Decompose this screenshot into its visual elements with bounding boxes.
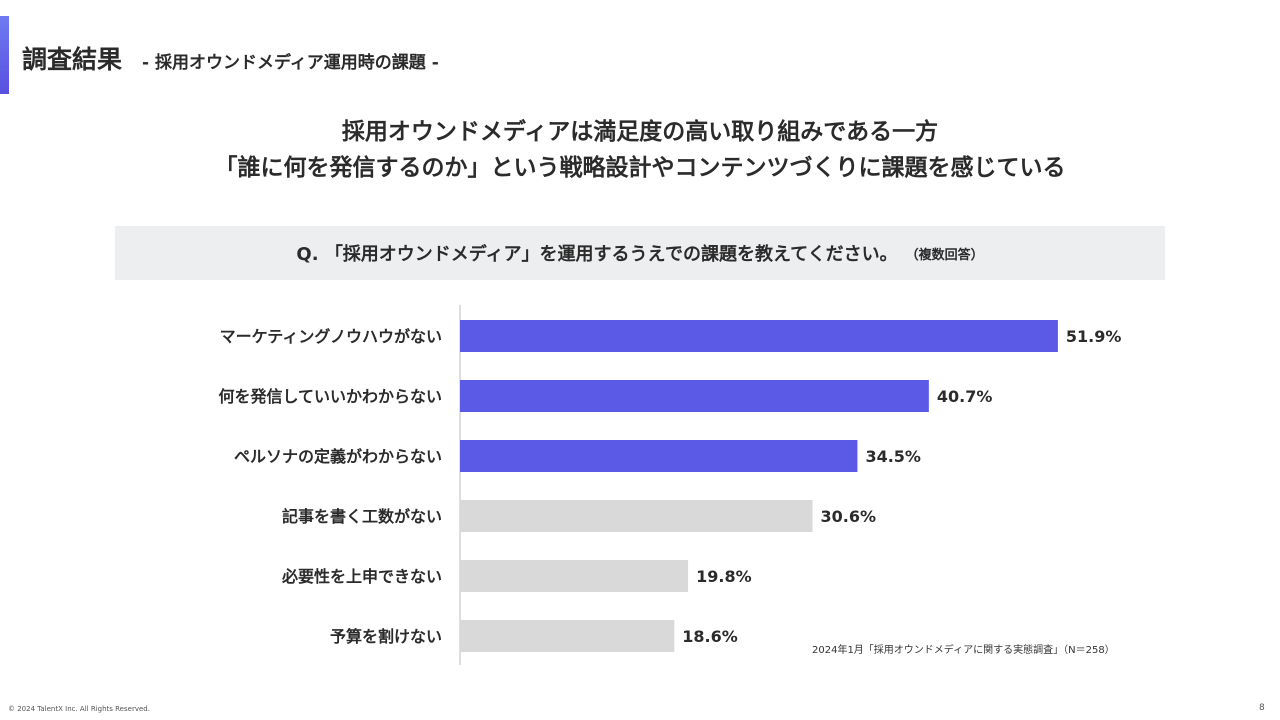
data-label: 51.9% <box>1066 327 1122 346</box>
headline-line-2: 「誰に何を発信するのか」という戦略設計やコンテンツづくりに課題を感じている <box>214 155 1066 181</box>
bar <box>460 320 1058 352</box>
slide-title: 調査結果 <box>22 45 123 74</box>
data-label: 19.8% <box>696 567 752 586</box>
question-text: Q. 「採用オウンドメディア」を運用するうえでの課題を教えてください。 <box>296 244 898 265</box>
category-label: ペルソナの定義がわからない <box>234 447 442 466</box>
data-label: 18.6% <box>682 627 738 646</box>
source-note: 2024年1月「採用オウンドメディアに関する実態調査」（N＝258） <box>812 645 1115 656</box>
category-label: 何を発信していいかわからない <box>218 387 442 406</box>
bar <box>460 440 858 472</box>
page-number: 8 <box>1259 703 1265 713</box>
bar <box>460 560 689 592</box>
copyright: © 2024 TalentX Inc. All Rights Reserved. <box>8 705 150 713</box>
headline-line-1: 採用オウンドメディアは満足度の高い取り組みである一方 <box>341 119 939 145</box>
data-label: 30.6% <box>821 507 877 526</box>
category-label: 必要性を上申できない <box>281 567 442 586</box>
accent-bar <box>0 16 9 94</box>
slide-header: 調査結果 - 採用オウンドメディア運用時の課題 - <box>22 40 439 76</box>
question-box: Q. 「採用オウンドメディア」を運用するうえでの課題を教えてください。 （複数回… <box>115 226 1165 280</box>
question-note: （複数回答） <box>905 247 984 263</box>
data-label: 40.7% <box>937 387 993 406</box>
category-label: 記事を書く工数がない <box>282 507 442 526</box>
category-label: 予算を割けない <box>330 627 442 646</box>
bar <box>460 500 813 532</box>
slide-subtitle: - 採用オウンドメディア運用時の課題 - <box>142 53 439 73</box>
bar <box>460 380 929 412</box>
category-label: マーケティングノウハウがない <box>220 327 442 346</box>
headline: 採用オウンドメディアは満足度の高い取り組みである一方 「誰に何を発信するのか」と… <box>0 114 1280 186</box>
bar <box>460 620 675 652</box>
data-label: 34.5% <box>865 447 921 466</box>
